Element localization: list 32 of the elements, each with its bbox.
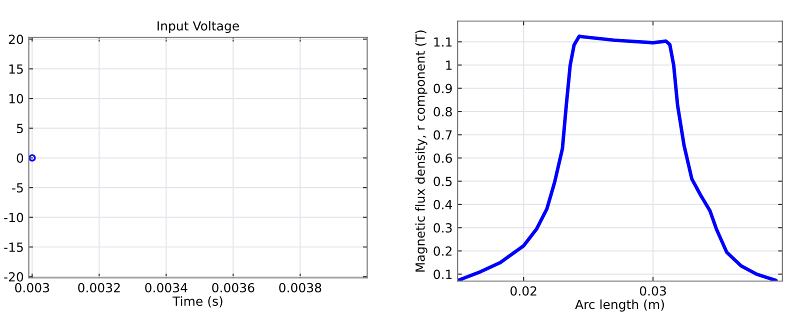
y-tick-label: 0.4 [434, 200, 452, 210]
y-tick-label: 0.9 [434, 84, 452, 94]
x-tick-label: 0.0032 [78, 282, 120, 292]
x-tick-label: 0.02 [510, 286, 536, 296]
y-tick-label: -5 [12, 183, 23, 193]
y-axis-title: Magnetic flux density, r component (T) [415, 30, 428, 272]
x-tick-label: 0.0038 [279, 282, 322, 292]
y-tick-label: 10 [9, 94, 24, 104]
y-tick-label: 0.5 [434, 176, 452, 186]
y-tick-label: 1.1 [434, 37, 452, 47]
x-tick-label: 0.003 [15, 282, 50, 292]
y-tick-label: 0.1 [434, 270, 452, 280]
y-tick-label: 20 [8, 34, 24, 44]
chart-title: Input Voltage [158, 20, 239, 34]
line-series [458, 34, 778, 282]
y-tick-label: 5 [16, 124, 23, 134]
y-tick-label: 0 [16, 153, 24, 163]
y-tick-label: 0.3 [434, 223, 452, 233]
x-axis-title: Arc length (m) [575, 299, 664, 312]
x-tick-label: 0.0036 [212, 282, 254, 292]
y-tick-label: 0.6 [434, 153, 452, 163]
y-tick-label: 0.2 [434, 246, 452, 256]
x-tick-label: 0.03 [640, 286, 666, 296]
y-tick-label: -20 [4, 272, 24, 282]
y-tick-label: 0.8 [434, 106, 452, 116]
y-tick-label: -15 [4, 242, 23, 252]
y-tick-label: -10 [4, 212, 24, 222]
y-tick-label: 1 [446, 60, 452, 70]
x-tick-label: 0.0034 [145, 282, 188, 292]
y-tick-label: 0.7 [434, 130, 452, 140]
y-tick-label: 15 [9, 64, 23, 74]
x-axis-title: Time (s) [172, 296, 222, 308]
